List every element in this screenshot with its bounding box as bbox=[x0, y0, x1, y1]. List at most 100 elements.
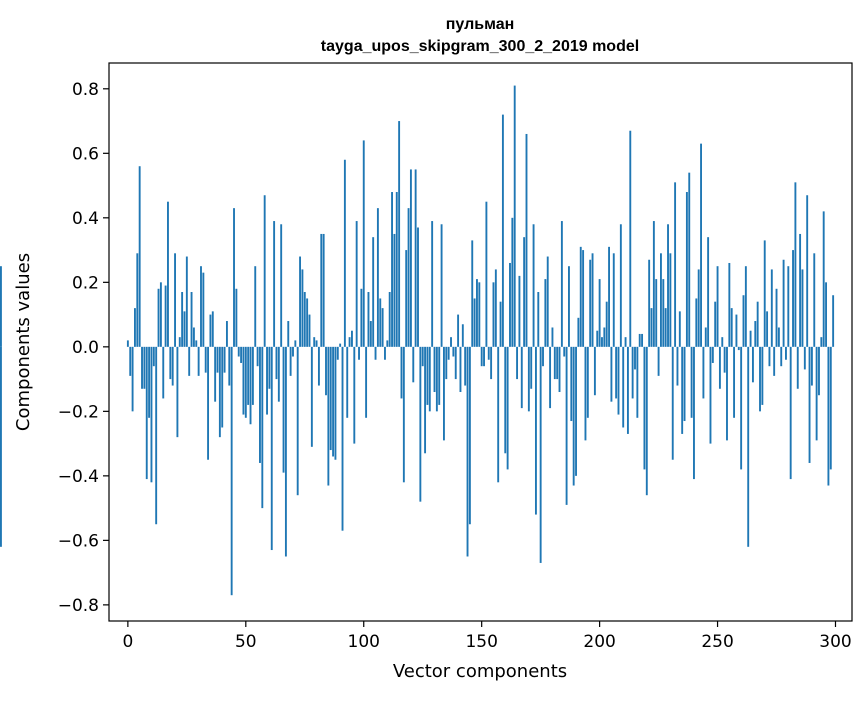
bar bbox=[676, 346, 679, 386]
bar bbox=[388, 292, 391, 347]
bar bbox=[572, 346, 575, 486]
bar bbox=[711, 346, 714, 363]
bar bbox=[643, 346, 646, 470]
bar bbox=[341, 346, 344, 531]
bar bbox=[549, 346, 552, 409]
bar bbox=[619, 224, 622, 347]
bar bbox=[339, 343, 342, 347]
bar bbox=[181, 292, 184, 347]
bar bbox=[440, 224, 443, 347]
bar bbox=[483, 346, 485, 367]
bar bbox=[306, 298, 309, 347]
bar bbox=[294, 340, 297, 347]
bar bbox=[424, 346, 427, 454]
bar bbox=[565, 346, 568, 505]
y-tick-label: 0.6 bbox=[72, 144, 99, 164]
bar bbox=[563, 346, 566, 357]
bar bbox=[372, 237, 375, 347]
bar bbox=[733, 346, 736, 418]
bar bbox=[707, 237, 710, 347]
y-tick-label: 0.0 bbox=[72, 338, 99, 358]
bar bbox=[596, 330, 599, 347]
bar bbox=[667, 224, 669, 347]
bar bbox=[683, 346, 686, 422]
bar bbox=[421, 346, 424, 367]
bar bbox=[610, 346, 613, 402]
bar bbox=[459, 346, 462, 392]
plot-frame bbox=[108, 62, 853, 622]
bar bbox=[473, 298, 476, 347]
bar bbox=[0, 266, 2, 347]
bar bbox=[806, 195, 809, 347]
bar bbox=[419, 346, 422, 502]
bar bbox=[464, 346, 467, 386]
bar bbox=[443, 346, 445, 441]
bar bbox=[176, 346, 179, 438]
bar bbox=[742, 295, 745, 347]
bar bbox=[501, 114, 504, 347]
y-tick-label: −0.2 bbox=[58, 402, 99, 422]
bar bbox=[796, 346, 799, 389]
bar bbox=[634, 346, 636, 370]
bar bbox=[332, 346, 335, 457]
bar bbox=[126, 340, 129, 347]
bar bbox=[185, 256, 188, 347]
bar bbox=[353, 346, 356, 444]
bar bbox=[735, 314, 738, 347]
bar bbox=[494, 269, 497, 347]
bar bbox=[242, 346, 245, 415]
bar bbox=[544, 279, 547, 347]
y-tick-label: −0.8 bbox=[58, 596, 99, 616]
bar bbox=[391, 192, 393, 347]
bar bbox=[183, 311, 186, 347]
bar bbox=[546, 256, 549, 347]
bar bbox=[256, 346, 259, 367]
bar bbox=[586, 346, 589, 418]
bar bbox=[336, 346, 339, 360]
bar bbox=[0, 346, 2, 547]
bar bbox=[348, 337, 351, 347]
bar bbox=[202, 272, 205, 347]
bar bbox=[766, 311, 769, 347]
bar bbox=[558, 346, 561, 392]
bar bbox=[820, 337, 823, 347]
bar bbox=[268, 346, 271, 389]
bar bbox=[763, 240, 766, 347]
bar bbox=[813, 253, 816, 347]
bar bbox=[223, 346, 226, 373]
bar bbox=[164, 285, 167, 347]
bar bbox=[329, 346, 332, 451]
bar bbox=[678, 311, 681, 347]
bar bbox=[801, 269, 804, 347]
bar bbox=[579, 246, 582, 347]
bar bbox=[690, 346, 693, 418]
bar bbox=[575, 346, 577, 476]
bar bbox=[247, 346, 250, 405]
bar bbox=[365, 346, 368, 418]
bar bbox=[825, 282, 827, 347]
y-tick-label: −0.6 bbox=[58, 531, 99, 551]
bar bbox=[343, 159, 346, 347]
bar bbox=[622, 346, 625, 428]
bar bbox=[751, 346, 754, 383]
bar bbox=[138, 166, 141, 347]
bar bbox=[447, 346, 450, 360]
bar bbox=[159, 282, 162, 347]
bar bbox=[542, 346, 544, 367]
bar bbox=[626, 346, 629, 434]
bar bbox=[740, 346, 743, 470]
bar bbox=[162, 346, 165, 399]
bar bbox=[289, 346, 292, 376]
bar bbox=[197, 346, 200, 376]
x-tick-label: 50 bbox=[235, 632, 257, 652]
bar bbox=[169, 346, 172, 380]
bar bbox=[780, 346, 783, 367]
bar bbox=[832, 295, 835, 347]
bar bbox=[445, 346, 448, 380]
bar bbox=[303, 292, 306, 347]
bar bbox=[228, 346, 231, 386]
bar bbox=[799, 233, 802, 347]
bar bbox=[384, 346, 386, 360]
y-axis-label: Components values bbox=[13, 253, 34, 431]
